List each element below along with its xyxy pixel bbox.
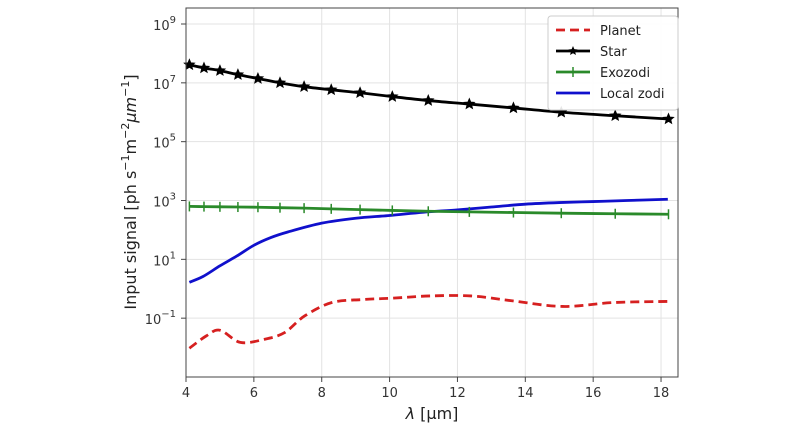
y-tick-label: 109: [153, 15, 176, 34]
y-label-prefix: Input signal [ph s: [121, 171, 140, 310]
y-tick-exp: −1: [161, 309, 176, 320]
star-marker: [273, 76, 287, 89]
star-marker: [324, 83, 338, 96]
star-marker: [297, 80, 311, 92]
legend-label-star: Star: [600, 45, 627, 60]
x-axis-label-unit: [μm]: [415, 404, 458, 423]
legend-item-exozodi: Exozodi: [556, 66, 650, 81]
x-tick-label: 12: [449, 386, 466, 401]
series-line-local-zodi: [188, 197, 668, 284]
legend-label-planet: Planet: [600, 24, 641, 39]
y-tick-base: 10: [153, 196, 170, 211]
y-tick-exp: 7: [170, 74, 176, 85]
x-axis-label-lambda: λ: [405, 404, 415, 423]
legend-item-star: Star: [556, 45, 627, 60]
y-tick-base: 10: [145, 313, 162, 328]
y-axis-label: Input signal [ph s−1m−2μm−1]: [119, 74, 140, 309]
y-tick-label: 105: [153, 133, 176, 152]
x-tick-label: 16: [585, 386, 602, 401]
y-label-suffix: ]: [121, 74, 140, 80]
series-local-zodi: [188, 197, 668, 284]
y-label-exp1: −1: [119, 154, 132, 170]
plot-frame: [185, 7, 679, 378]
star-marker: [662, 112, 675, 125]
series-layer: [183, 58, 675, 350]
y-tick-base: 10: [153, 78, 170, 93]
x-axis-ticks: 4 6 8 10 12 14 16 18: [182, 377, 669, 401]
legend-label-exozodi: Exozodi: [600, 66, 650, 81]
star-marker: [213, 64, 227, 76]
y-tick-exp: 3: [170, 192, 176, 203]
legend-star-marker: [568, 46, 578, 56]
star-marker: [507, 101, 520, 114]
x-tick-label: 6: [250, 386, 258, 401]
star-marker: [231, 68, 245, 80]
x-tick-label: 18: [653, 386, 670, 401]
series-line-planet: [188, 294, 668, 350]
legend-item-planet: Planet: [556, 24, 641, 39]
y-tick-label: 107: [153, 74, 176, 93]
series-line-star: [189, 63, 669, 121]
y-tick-base: 10: [153, 137, 170, 152]
star-marker: [386, 90, 399, 102]
x-axis-label: λ [μm]: [405, 404, 459, 423]
x-tick-label: 8: [318, 386, 326, 401]
x-tick-label: 14: [517, 386, 534, 401]
star-marker: [422, 94, 435, 106]
x-tick-label: 4: [182, 386, 190, 401]
y-tick-exp: 5: [170, 133, 176, 144]
star-marker: [183, 58, 196, 71]
x-tick-label: 10: [381, 386, 398, 401]
y-tick-base: 10: [153, 254, 170, 269]
y-tick-label: 101: [153, 250, 176, 269]
star-marker: [251, 71, 265, 84]
y-tick-label: 103: [153, 192, 176, 211]
y-label-mu: μm: [121, 97, 140, 124]
legend-item-local-zodi: Local zodi: [556, 87, 664, 102]
y-tick-base: 10: [153, 19, 170, 34]
y-tick-exp: 9: [170, 15, 176, 26]
legend: Planet Star Exozodi Local zodi: [547, 15, 679, 111]
series-planet: [188, 294, 668, 350]
y-tick-exp: 1: [170, 250, 176, 261]
y-tick-label: 10−1: [145, 309, 176, 328]
star-marker: [463, 97, 476, 110]
y-label-mid: m: [121, 139, 140, 155]
star-marker: [197, 61, 211, 74]
legend-box: [547, 15, 679, 111]
star-marker: [609, 109, 622, 122]
y-label-exp2: −2: [119, 123, 132, 139]
series-exozodi: [188, 201, 670, 220]
y-label-exp3: −1: [119, 81, 132, 97]
legend-label-local-zodi: Local zodi: [600, 87, 664, 102]
star-marker: [353, 86, 367, 99]
series-line-exozodi: [189, 205, 669, 216]
